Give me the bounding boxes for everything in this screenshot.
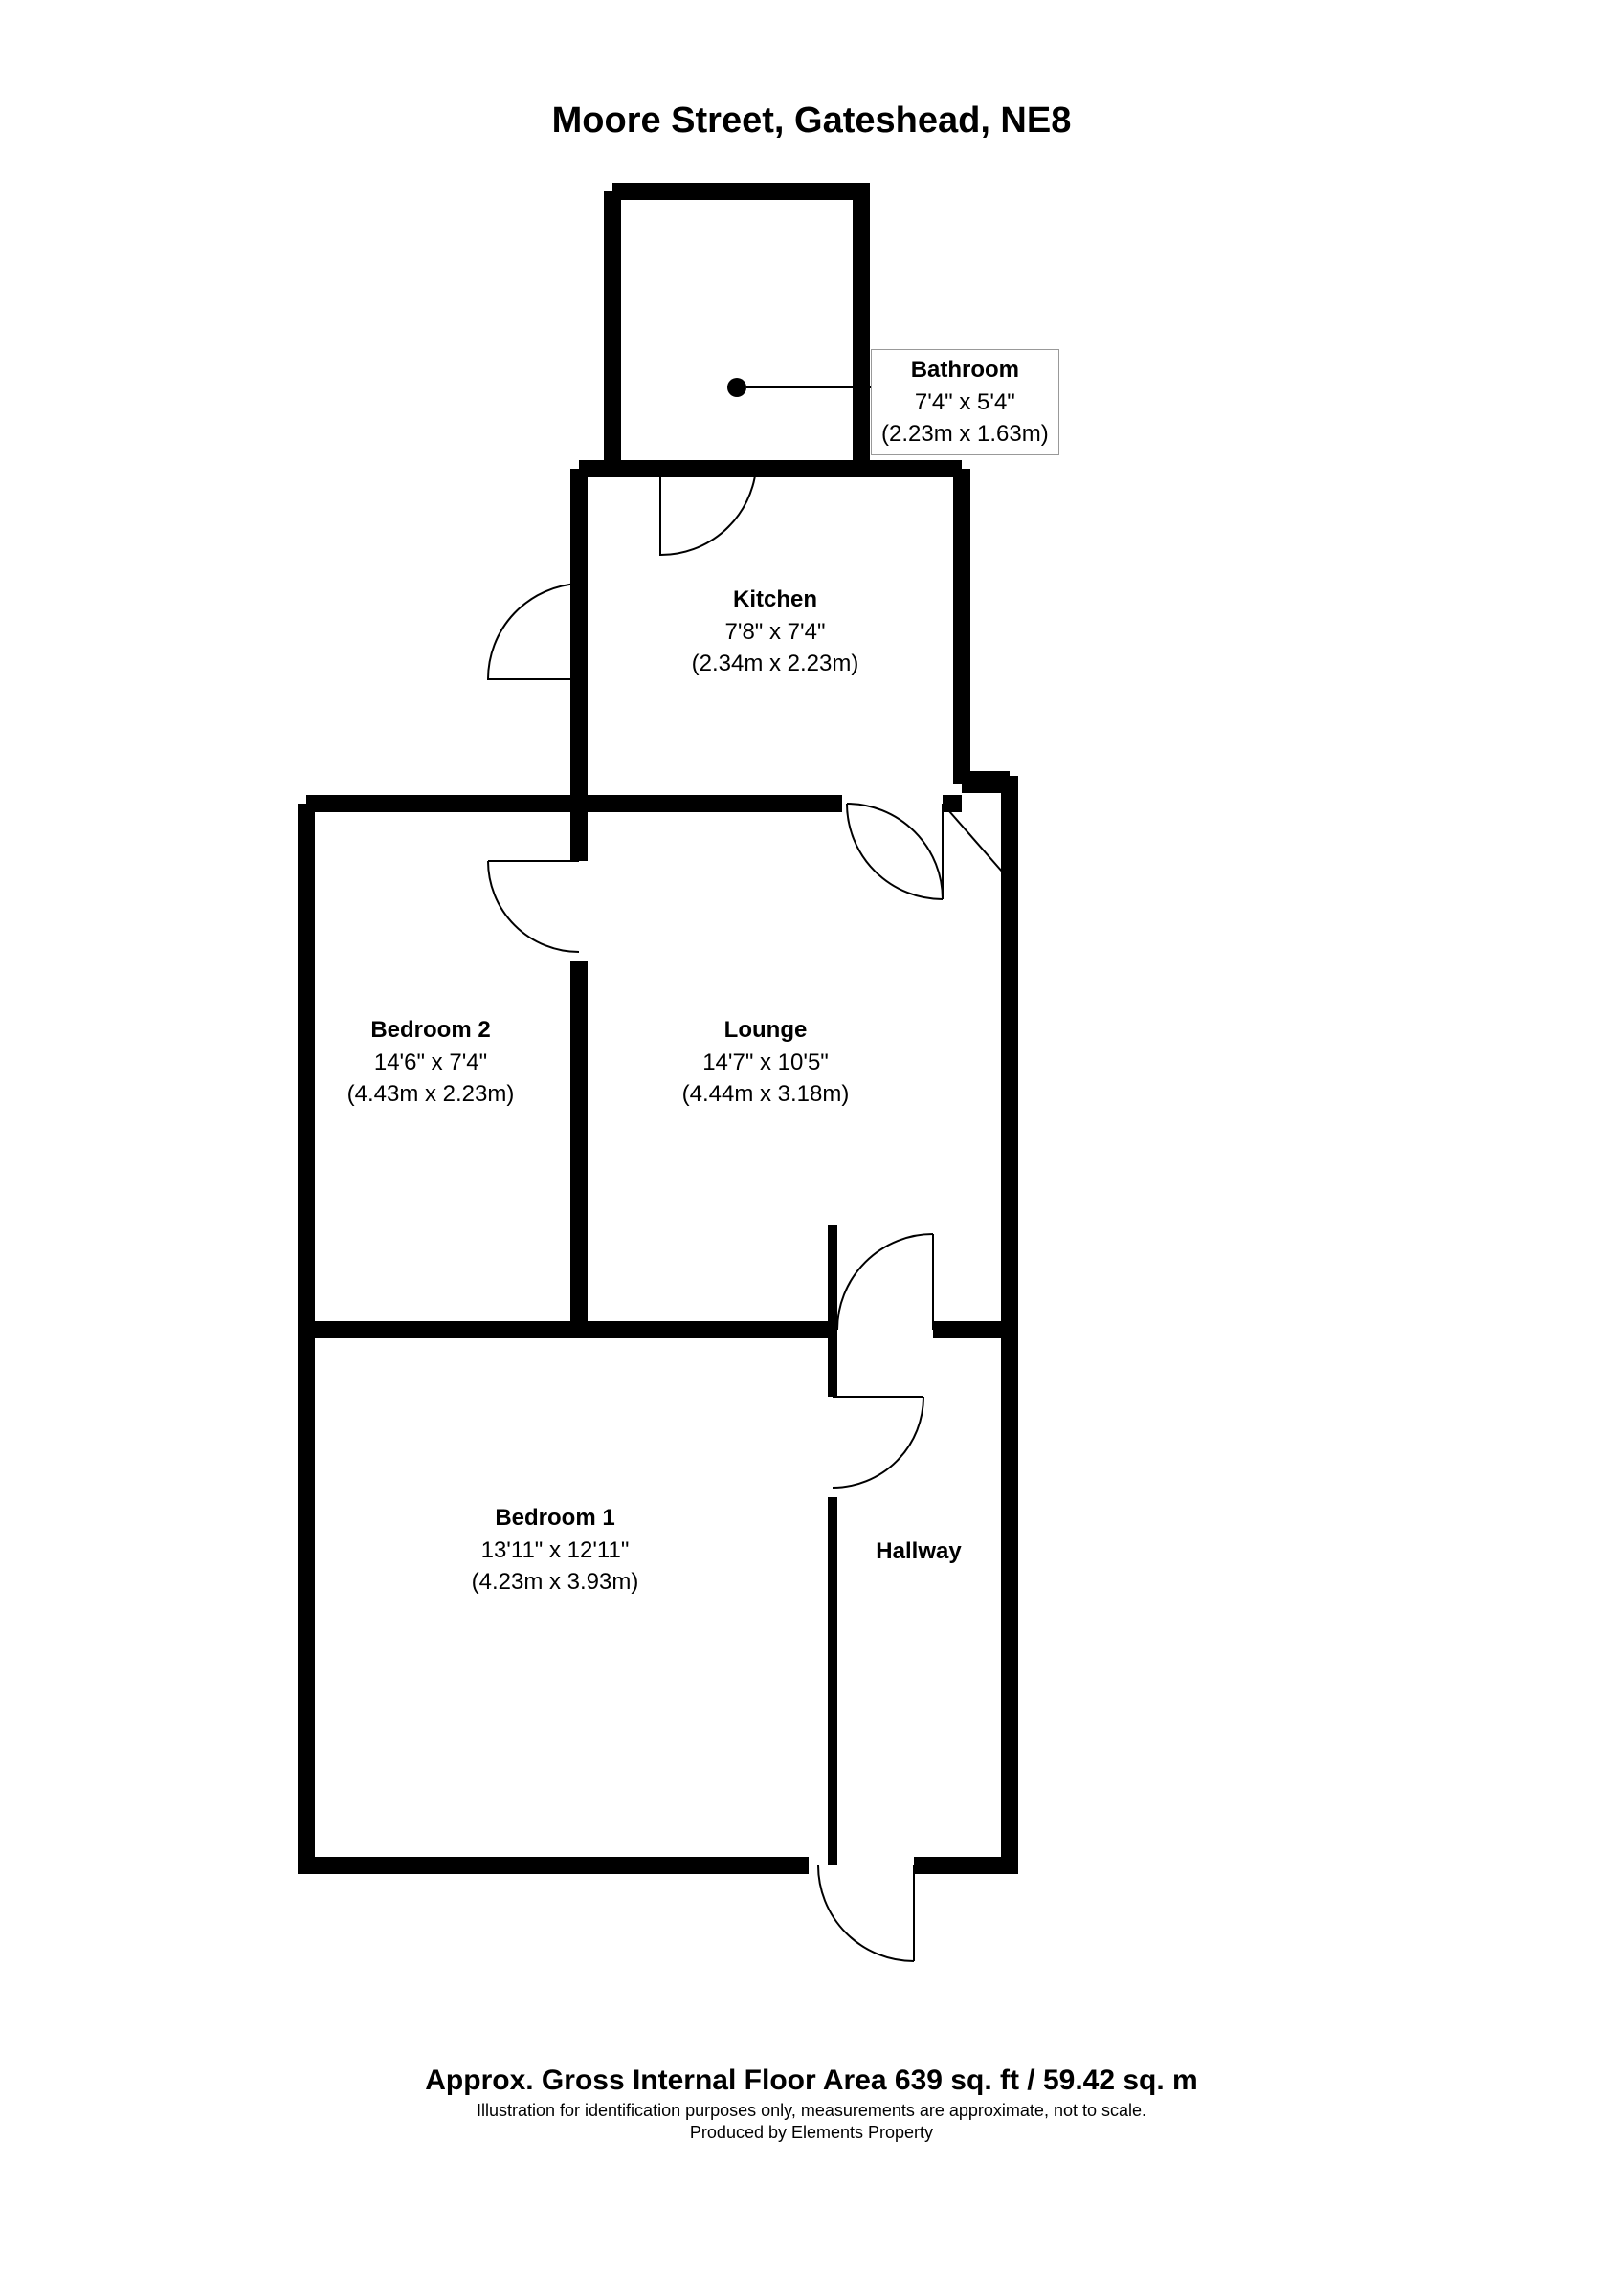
bathroom-callout: Bathroom 7'4" x 5'4" (2.23m x 1.63m) (871, 349, 1059, 455)
bedroom2-label: Bedroom 2 14'6" x 7'4" (4.43m x 2.23m) (321, 1014, 541, 1111)
hallway-label: Hallway (861, 1535, 976, 1568)
disclaimer: Illustration for identification purposes… (0, 2101, 1623, 2121)
bedroom1-name: Bedroom 1 (440, 1502, 670, 1534)
kitchen-name: Kitchen (679, 584, 871, 616)
bathroom-name: Bathroom (881, 354, 1049, 386)
lounge-dims-metric: (4.44m x 3.18m) (660, 1078, 871, 1111)
lounge-name: Lounge (660, 1014, 871, 1047)
hallway-name: Hallway (861, 1535, 976, 1568)
producer: Produced by Elements Property (0, 2123, 1623, 2143)
bedroom2-name: Bedroom 2 (321, 1014, 541, 1047)
bathroom-dims-metric: (2.23m x 1.63m) (881, 418, 1049, 451)
floor-area: Approx. Gross Internal Floor Area 639 sq… (0, 2064, 1623, 2097)
bedroom1-dims-imperial: 13'11" x 12'11" (440, 1534, 670, 1567)
bedroom2-dims-imperial: 14'6" x 7'4" (321, 1047, 541, 1079)
lounge-dims-imperial: 14'7" x 10'5" (660, 1047, 871, 1079)
footer: Approx. Gross Internal Floor Area 639 sq… (0, 2064, 1623, 2143)
kitchen-dims-metric: (2.34m x 2.23m) (679, 648, 871, 680)
bedroom1-label: Bedroom 1 13'11" x 12'11" (4.23m x 3.93m… (440, 1502, 670, 1599)
bedroom2-dims-metric: (4.43m x 2.23m) (321, 1078, 541, 1111)
kitchen-dims-imperial: 7'8" x 7'4" (679, 616, 871, 649)
bathroom-dims-imperial: 7'4" x 5'4" (881, 386, 1049, 419)
floorplan-diagram: Bathroom 7'4" x 5'4" (2.23m x 1.63m) Kit… (0, 172, 1623, 2038)
kitchen-label: Kitchen 7'8" x 7'4" (2.34m x 2.23m) (679, 584, 871, 680)
page-title: Moore Street, Gateshead, NE8 (0, 100, 1623, 142)
bedroom1-dims-metric: (4.23m x 3.93m) (440, 1566, 670, 1599)
lounge-label: Lounge 14'7" x 10'5" (4.44m x 3.18m) (660, 1014, 871, 1111)
